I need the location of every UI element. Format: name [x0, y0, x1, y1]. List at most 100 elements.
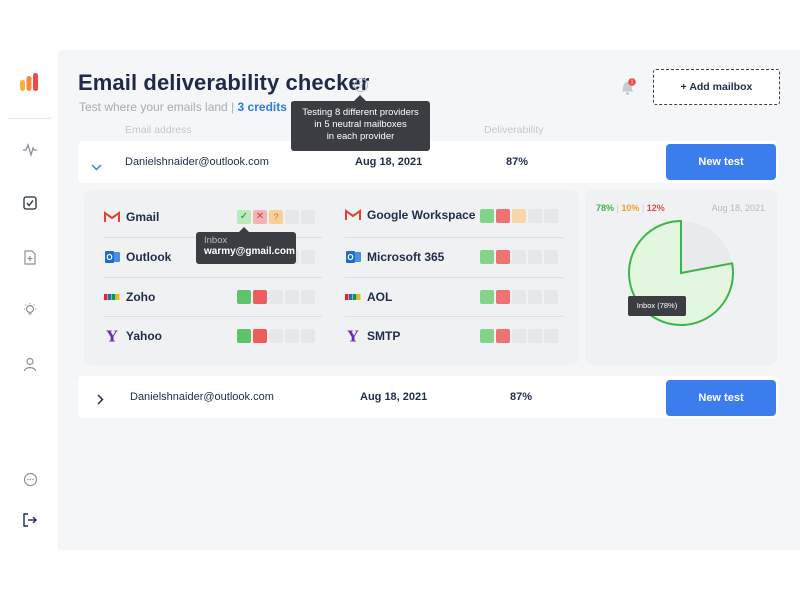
- row-divider: [345, 237, 563, 238]
- activity-icon[interactable]: [19, 139, 41, 161]
- lightbulb-icon[interactable]: [19, 299, 41, 321]
- add-mailbox-button[interactable]: + Add mailbox: [653, 69, 780, 105]
- result-spam-cell[interactable]: [496, 290, 510, 304]
- subtitle-text: Test where your emails land: [79, 100, 228, 114]
- result-empty-cell[interactable]: [301, 329, 315, 343]
- new-test-button[interactable]: New test: [666, 144, 776, 180]
- checklist-icon[interactable]: [19, 192, 41, 214]
- result-empty-cell[interactable]: [544, 209, 558, 223]
- sidebar: [0, 50, 58, 550]
- credits-left[interactable]: 3 credits left: [237, 100, 309, 114]
- provider-aol: AOL: [345, 278, 392, 316]
- svg-text:O: O: [347, 253, 353, 262]
- chevron-down-icon[interactable]: [91, 158, 102, 176]
- result-empty-cell[interactable]: [544, 250, 558, 264]
- result-inbox-cell[interactable]: [237, 329, 251, 343]
- result-empty-cell[interactable]: [285, 329, 299, 343]
- result-inbox-cell[interactable]: [237, 290, 251, 304]
- legend-separator: |: [616, 203, 619, 213]
- result-inbox-cell[interactable]: [480, 250, 494, 264]
- result-inbox-cell[interactable]: [480, 209, 494, 223]
- provider-gmail: Gmail: [104, 198, 159, 236]
- result-spam-cell[interactable]: ✕: [253, 210, 267, 224]
- provider-name: Microsoft 365: [367, 250, 445, 264]
- result-spam-cell[interactable]: [253, 290, 267, 304]
- chart-legend: 78% | 10% | 12%: [596, 203, 665, 213]
- zoho-icon: [345, 289, 361, 305]
- chevron-right-icon[interactable]: [97, 392, 104, 410]
- row-divider: [104, 277, 322, 278]
- provider-name: Zoho: [126, 290, 156, 304]
- result-empty-cell[interactable]: [528, 329, 542, 343]
- result-other-cell[interactable]: [512, 209, 526, 223]
- provider-outlook: O Outlook: [104, 238, 171, 276]
- help-icon[interactable]: ?: [354, 78, 368, 92]
- yahoo-icon: Y: [104, 328, 120, 344]
- chat-icon[interactable]: [19, 468, 41, 490]
- sidebar-divider: [8, 118, 52, 119]
- zoho-icon: [104, 289, 120, 305]
- new-test-button[interactable]: New test: [666, 380, 776, 416]
- provider-name: SMTP: [367, 329, 401, 343]
- result-empty-cell[interactable]: [528, 209, 542, 223]
- legend-other-pct: 10%: [621, 203, 640, 213]
- app-logo[interactable]: [19, 72, 39, 97]
- result-empty-cell[interactable]: [269, 290, 283, 304]
- provider-smtp: Y SMTP: [345, 317, 401, 355]
- result-spam-cell[interactable]: [496, 209, 510, 223]
- result-inbox-cell[interactable]: [480, 329, 494, 343]
- user-icon[interactable]: [19, 353, 41, 375]
- result-empty-cell[interactable]: [512, 329, 526, 343]
- providers-panel: Gmail ✓ ✕ ? O Outlook Zo: [84, 190, 579, 365]
- provider-yahoo: Y Yahoo: [104, 317, 162, 355]
- result-empty-cell[interactable]: [285, 290, 299, 304]
- tooltip-line: Testing 8 different providers: [302, 107, 419, 118]
- row-divider: [345, 277, 563, 278]
- result-other-cell[interactable]: ?: [269, 210, 283, 224]
- table-row[interactable]: Danielshnaider@outlook.com Aug 18, 2021 …: [78, 376, 778, 418]
- row-divider: [104, 316, 322, 317]
- result-empty-cell[interactable]: [301, 290, 315, 304]
- provider-microsoft-365: O Microsoft 365: [345, 238, 444, 276]
- google-workspace-results: [480, 209, 558, 223]
- pie-tooltip: Inbox (78%): [628, 296, 686, 316]
- zoho-results: [237, 290, 315, 304]
- logout-icon[interactable]: [19, 509, 41, 531]
- notification-count: 1: [631, 80, 634, 86]
- summary-chart-panel: 78% | 10% | 12% Aug 18, 2021 Inbox (78%): [585, 190, 777, 365]
- smtp-results: [480, 329, 558, 343]
- result-inbox-cell[interactable]: ✓: [237, 210, 251, 224]
- column-header-deliverability: Deliverability: [484, 124, 544, 136]
- notification-bell-icon[interactable]: 1: [620, 78, 636, 101]
- gmail-icon: [104, 209, 120, 225]
- result-spam-cell[interactable]: [253, 329, 267, 343]
- result-empty-cell[interactable]: [512, 290, 526, 304]
- tooltip-line: in 5 neutral mailboxes: [314, 119, 407, 130]
- result-empty-cell[interactable]: [512, 250, 526, 264]
- result-empty-cell[interactable]: [301, 210, 315, 224]
- document-icon[interactable]: [19, 246, 41, 268]
- gmail-results: ✓ ✕ ?: [237, 210, 315, 224]
- result-empty-cell[interactable]: [269, 329, 283, 343]
- legend-inbox-pct: 78%: [596, 203, 615, 213]
- tooltip-value: warmy@gmail.com: [204, 246, 295, 257]
- result-empty-cell[interactable]: [544, 290, 558, 304]
- row-divider: [345, 316, 563, 317]
- tooltip-line: in each provider: [326, 131, 395, 142]
- result-spam-cell[interactable]: [496, 250, 510, 264]
- main-panel: Email deliverability checker ? Test wher…: [58, 50, 800, 550]
- result-spam-cell[interactable]: [496, 329, 510, 343]
- result-empty-cell[interactable]: [544, 329, 558, 343]
- result-inbox-cell[interactable]: [480, 290, 494, 304]
- result-empty-cell[interactable]: [528, 250, 542, 264]
- provider-google-workspace: Google Workspace: [345, 196, 475, 234]
- tooltip-label: Inbox: [204, 235, 228, 246]
- result-empty-cell[interactable]: [528, 290, 542, 304]
- result-empty-cell[interactable]: [301, 250, 315, 264]
- row-email: Danielshnaider@outlook.com: [125, 156, 269, 168]
- result-empty-cell[interactable]: [285, 210, 299, 224]
- gmail-icon: [345, 207, 361, 223]
- row-date: Aug 18, 2021: [355, 156, 423, 168]
- yahoo-icon: Y: [345, 328, 361, 344]
- provider-name: AOL: [367, 290, 393, 304]
